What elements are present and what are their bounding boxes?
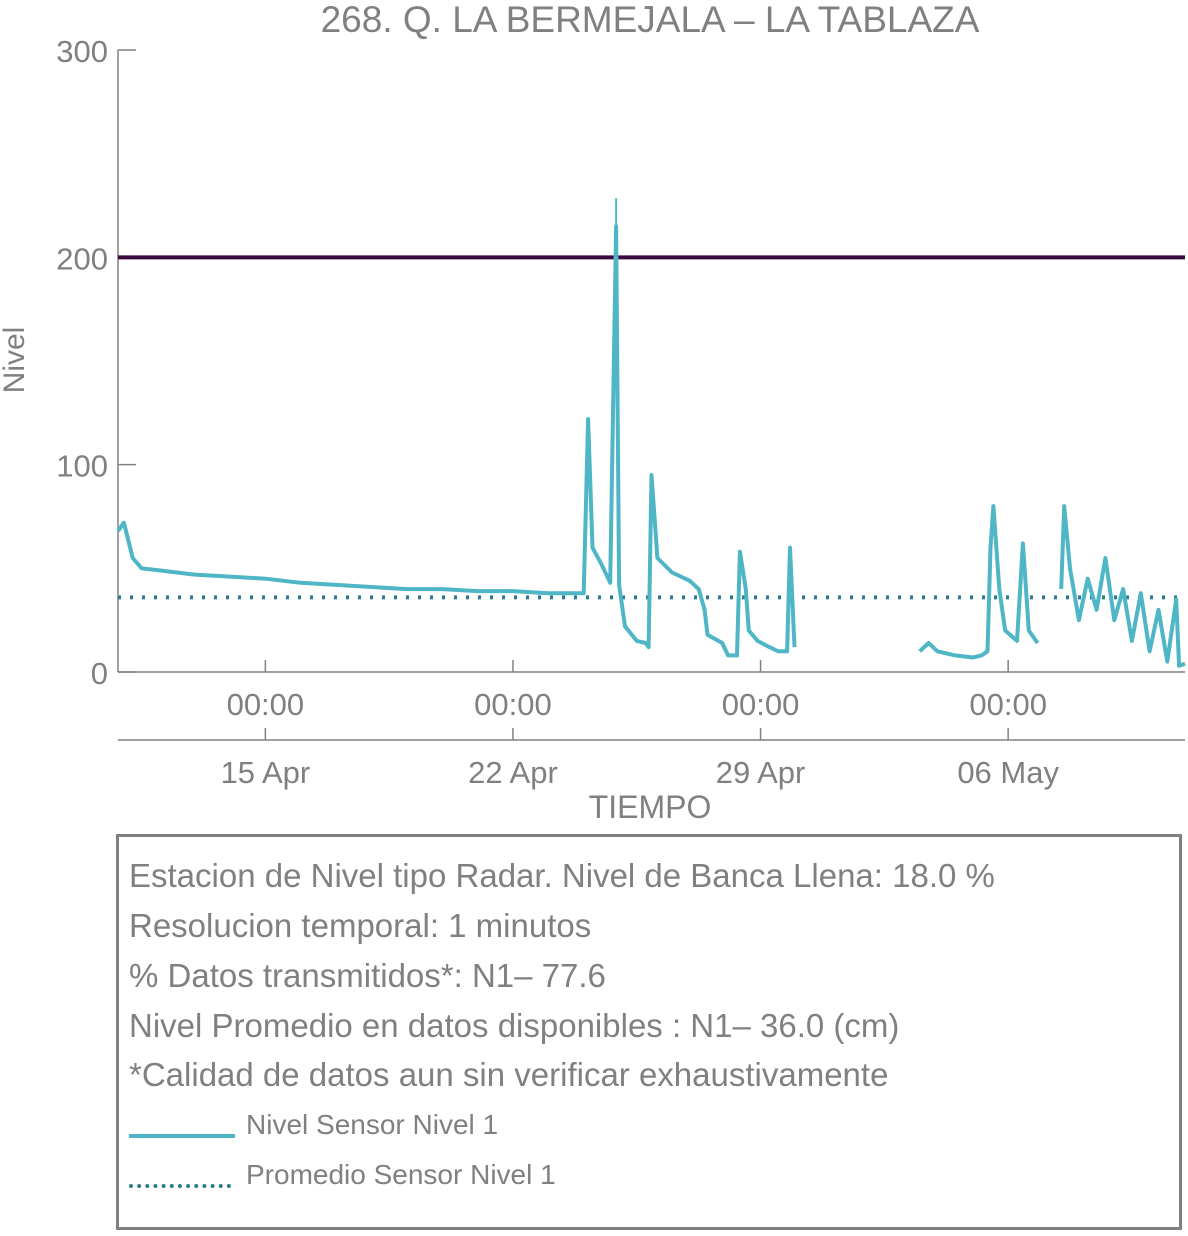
- x-tick-date-label: 06 May: [957, 755, 1059, 790]
- x-tick-time-label: 00:00: [227, 687, 305, 722]
- sensor-level-line: [1059, 504, 1186, 668]
- info-quality-note: *Calidad de datos aun sin verificar exha…: [129, 1056, 889, 1093]
- info-resolution: Resolucion temporal: 1 minutos: [129, 907, 592, 944]
- x-tick-date-label: 15 Apr: [221, 755, 311, 790]
- info-transmitted: % Datos transmitidos*: N1– 77.6: [129, 957, 606, 994]
- chart-title: 268. Q. LA BERMEJALA – LA TABLAZA: [321, 0, 980, 40]
- legend-sensor-label: Nivel Sensor Nivel 1: [246, 1109, 499, 1140]
- x-tick-time-label: 00:00: [969, 687, 1047, 722]
- info-box: Estacion de Nivel tipo Radar. Nivel de B…: [116, 834, 1182, 1230]
- ticks: 0 100 200 300 00:00 15 Apr 00:00 22 Apr 00:00 29 …: [56, 34, 1059, 790]
- legend-sensor-swatch: [129, 1134, 235, 1138]
- info-mean-level: Nivel Promedio en datos disponibles : N1…: [129, 1007, 900, 1044]
- legend-mean-label: Promedio Sensor Nivel 1: [246, 1159, 556, 1190]
- y-axis-label: Nivel: [0, 327, 31, 394]
- axes: [117, 50, 1185, 741]
- legend-mean-swatch: [129, 1184, 231, 1188]
- info-station-type: Estacion de Nivel tipo Radar. Nivel de B…: [129, 857, 995, 894]
- level-chart: 268. Q. LA BERMEJALA – LA TABLAZA Nivel …: [0, 0, 1186, 825]
- sensor-level-line: [918, 504, 1040, 660]
- x-tick-date-label: 22 Apr: [468, 755, 558, 790]
- y-tick-label: 300: [56, 34, 108, 69]
- x-tick-date-label: 29 Apr: [716, 755, 806, 790]
- sensor-level-line: [116, 224, 797, 658]
- y-tick-label: 200: [56, 241, 108, 276]
- x-tick-time-label: 00:00: [722, 687, 800, 722]
- series-group: [116, 198, 1186, 668]
- y-tick-label: 100: [56, 449, 108, 484]
- y-tick-label: 0: [91, 656, 108, 691]
- x-axis-label: TIEMPO: [589, 789, 712, 825]
- x-tick-time-label: 00:00: [474, 687, 552, 722]
